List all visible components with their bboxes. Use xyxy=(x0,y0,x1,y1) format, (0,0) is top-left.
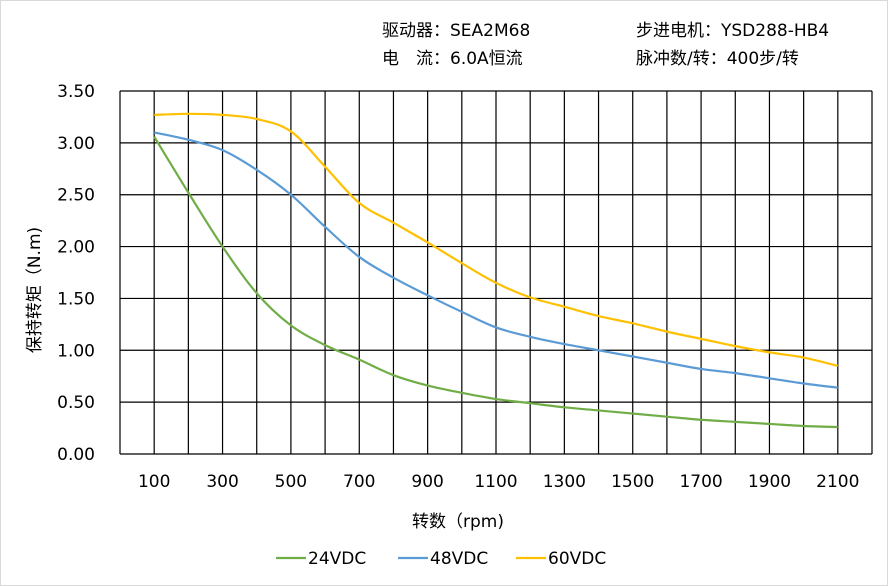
y-tick-label: 0.50 xyxy=(57,393,95,413)
current-label: 电 流：6.0A恒流 xyxy=(382,49,523,69)
x-tick-label: 500 xyxy=(275,472,307,492)
motor-label: 步进电机：YSD288-HB4 xyxy=(636,21,830,41)
y-tick-label: 3.00 xyxy=(57,134,95,154)
legend-label-24vdc: 24VDC xyxy=(308,549,366,569)
y-tick-label: 1.00 xyxy=(57,341,95,361)
y-tick-label: 0.00 xyxy=(57,445,95,465)
x-tick-label: 100 xyxy=(138,472,170,492)
legend-label-48vdc: 48VDC xyxy=(430,549,488,569)
pulses-label: 脉冲数/转：400步/转 xyxy=(636,49,799,69)
legend: 24VDC 48VDC 60VDC xyxy=(276,549,606,569)
legend-label-60vdc: 60VDC xyxy=(548,549,606,569)
x-tick-label: 700 xyxy=(343,472,375,492)
y-tick-label: 3.50 xyxy=(57,82,95,102)
grid xyxy=(119,90,873,455)
x-tick-label: 1500 xyxy=(611,472,654,492)
series-line-24vdc xyxy=(153,136,838,429)
x-tick-labels: 100 300 500 700 900 1100 1300 1500 1700 1900 2100 xyxy=(138,472,859,492)
x-tick-label: 2100 xyxy=(816,472,859,492)
x-axis-label: 转数（rpm) xyxy=(412,512,504,532)
x-tick-label: 1700 xyxy=(679,472,722,492)
x-tick-label: 1100 xyxy=(474,472,517,492)
y-tick-label: 2.50 xyxy=(57,186,95,206)
y-tick-labels: 0.00 0.50 1.00 1.50 2.00 2.50 3.00 3.50 xyxy=(57,82,95,465)
y-axis-label: 保持转矩（N.m) xyxy=(25,227,45,353)
x-tick-label: 300 xyxy=(206,472,238,492)
x-tick-label: 1300 xyxy=(543,472,586,492)
x-tick-label: 900 xyxy=(411,472,443,492)
series-line-48vdc xyxy=(153,131,838,389)
y-tick-label: 1.50 xyxy=(57,289,95,309)
driver-label: 驱动器：SEA2M68 xyxy=(382,21,531,41)
x-tick-label: 1900 xyxy=(748,472,791,492)
series-line-60vdc xyxy=(154,112,839,367)
series-lines xyxy=(153,112,839,429)
y-tick-label: 2.00 xyxy=(57,238,95,258)
